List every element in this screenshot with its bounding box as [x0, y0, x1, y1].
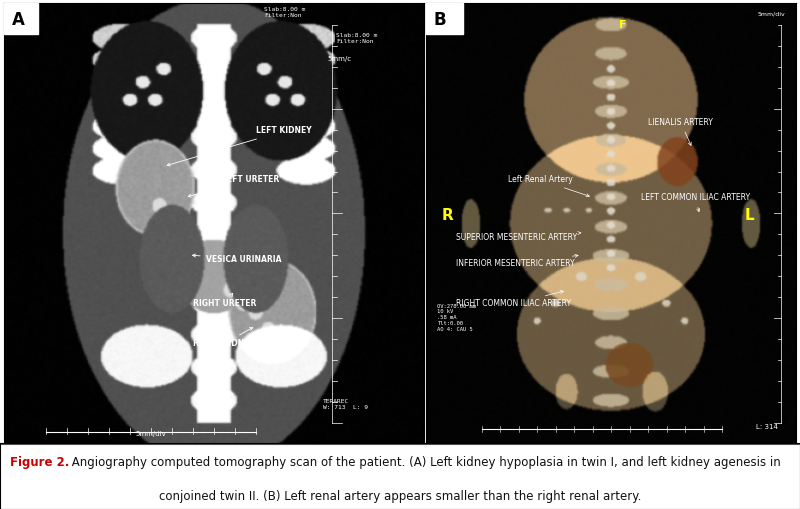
- Bar: [426, 3, 463, 34]
- Text: LEFT KIDNEY: LEFT KIDNEY: [167, 126, 312, 166]
- Text: Figure 2.: Figure 2.: [10, 456, 70, 469]
- Text: Left Renal Artery: Left Renal Artery: [508, 175, 590, 197]
- Text: A: A: [13, 11, 26, 30]
- Text: 5mm/div: 5mm/div: [757, 11, 785, 16]
- Bar: [4, 3, 38, 34]
- Text: Slab:8.00 m
Filter:Non: Slab:8.00 m Filter:Non: [264, 7, 306, 18]
- Text: INFERIOR MESENTERIC ARTERY: INFERIOR MESENTERIC ARTERY: [456, 254, 578, 268]
- Text: Angiography computed tomography scan of the patient. (A) Left kidney hypoplasia : Angiography computed tomography scan of …: [68, 456, 781, 469]
- Text: RIGHT COMMON ILIAC ARTERY: RIGHT COMMON ILIAC ARTERY: [456, 291, 571, 308]
- Text: TERAREC
W: 713  L: 9: TERAREC W: 713 L: 9: [323, 399, 368, 410]
- Text: VESICA URINARIA: VESICA URINARIA: [193, 254, 281, 264]
- Text: R: R: [441, 208, 453, 222]
- Text: F: F: [618, 20, 626, 30]
- Text: B: B: [434, 11, 446, 30]
- Text: LEFT URETER: LEFT URETER: [188, 175, 280, 197]
- Text: LIENALIS ARTERY: LIENALIS ARTERY: [648, 118, 713, 146]
- Text: 5mm/div: 5mm/div: [136, 431, 166, 437]
- Text: RIGHT URETER: RIGHT URETER: [193, 293, 256, 308]
- Text: RIGHT KIDNEY: RIGHT KIDNEY: [193, 328, 254, 348]
- Text: L: L: [744, 208, 754, 222]
- Text: L: 314: L: 314: [756, 424, 778, 430]
- Text: conjoined twin II. (B) Left renal artery appears smaller than the right renal ar: conjoined twin II. (B) Left renal artery…: [159, 491, 641, 503]
- Text: SUPERIOR MESENTERIC ARTERY: SUPERIOR MESENTERIC ARTERY: [456, 232, 581, 242]
- Text: 5mm/c: 5mm/c: [327, 55, 351, 62]
- Text: LEFT COMMON ILIAC ARTERY: LEFT COMMON ILIAC ARTERY: [641, 193, 750, 212]
- Text: OV:278.00 mm
10 kV
.58 mA
Tlt:0.00
AO 4: CAU 5: OV:278.00 mm 10 kV .58 mA Tlt:0.00 AO 4:…: [438, 304, 477, 332]
- Text: Slab:8.00 m
Filter:Non: Slab:8.00 m Filter:Non: [336, 33, 378, 44]
